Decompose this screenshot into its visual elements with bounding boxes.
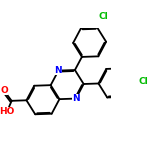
Text: Cl: Cl: [139, 77, 149, 86]
Text: HO: HO: [0, 107, 15, 116]
Text: Cl: Cl: [98, 12, 108, 21]
Text: N: N: [55, 66, 62, 75]
Text: O: O: [0, 86, 8, 95]
Text: N: N: [72, 94, 80, 103]
